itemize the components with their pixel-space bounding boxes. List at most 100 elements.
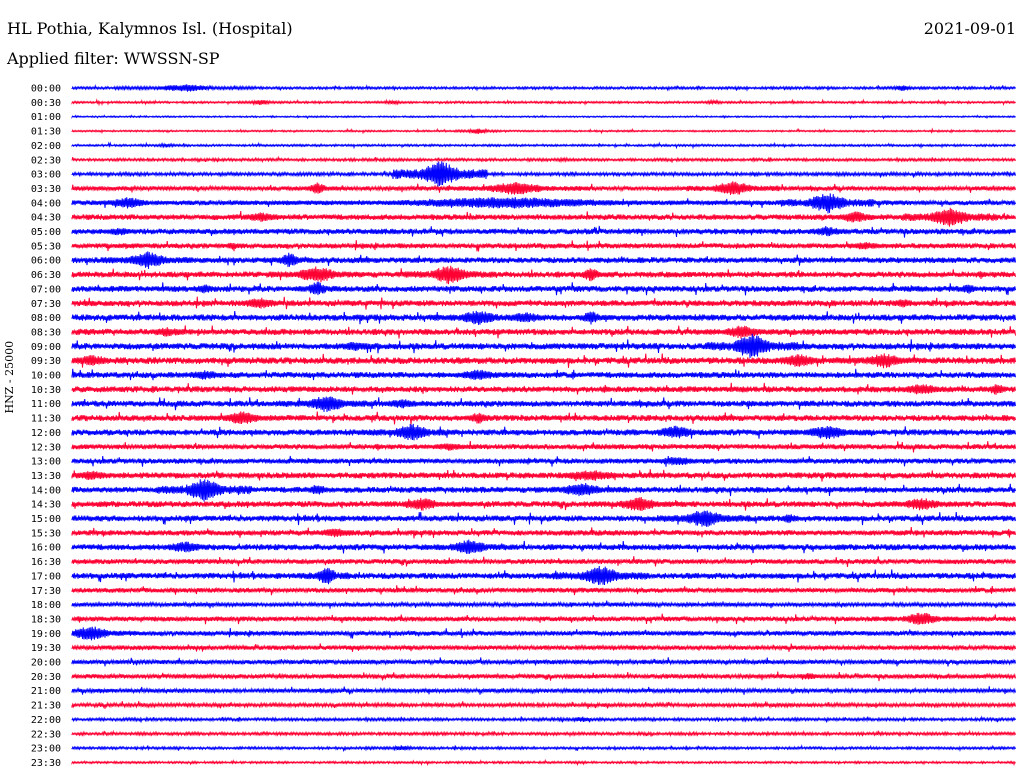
time-tick-label: 02:30 — [31, 155, 61, 166]
time-tick-label: 16:00 — [31, 543, 61, 554]
time-tick-label: 19:30 — [31, 643, 61, 654]
time-tick-label: 03:30 — [31, 184, 61, 195]
trace-line — [71, 566, 1016, 586]
time-tick-label: 07:30 — [31, 299, 61, 310]
time-tick-label: 12:30 — [31, 442, 61, 453]
time-tick-label: 22:30 — [31, 729, 61, 740]
trace-line — [71, 296, 1016, 310]
trace-line — [71, 325, 1016, 339]
time-tick-label: 23:00 — [31, 744, 61, 755]
time-tick-label: 14:00 — [31, 485, 61, 496]
seismic-traces — [71, 84, 1016, 767]
time-tick-label: 01:00 — [31, 112, 61, 123]
trace-line — [71, 225, 1016, 238]
trace-line — [71, 600, 1016, 609]
trace-line — [71, 455, 1016, 467]
time-tick-label: 21:30 — [31, 701, 61, 712]
time-tick-label: 11:00 — [31, 399, 61, 410]
time-tick-label: 06:00 — [31, 256, 61, 267]
time-tick-label: 15:30 — [31, 528, 61, 539]
trace-line — [71, 127, 1016, 135]
time-tick-label: 01:30 — [31, 127, 61, 138]
time-tick-label: 10:30 — [31, 385, 61, 396]
trace-line — [71, 441, 1016, 453]
trace-line — [71, 155, 1016, 164]
time-tick-label: 19:00 — [31, 629, 61, 640]
trace-line — [71, 701, 1016, 709]
trace-line — [71, 193, 1016, 214]
trace-line — [71, 626, 1016, 641]
time-tick-label: 23:30 — [31, 758, 61, 769]
trace-line — [71, 729, 1016, 738]
time-tick-label: 14:30 — [31, 500, 61, 511]
trace-line — [71, 281, 1016, 296]
time-tick-label: 03:00 — [31, 170, 61, 181]
filter-label: Applied filter: WWSSN-SP — [7, 49, 220, 68]
time-tick-label: 18:00 — [31, 600, 61, 611]
time-tick-label: 08:30 — [31, 327, 61, 338]
trace-line — [71, 333, 1016, 359]
trace-line — [71, 556, 1016, 567]
time-tick-label: 09:30 — [31, 356, 61, 367]
trace-line — [71, 744, 1016, 753]
trace-line — [71, 526, 1016, 539]
trace-line — [71, 382, 1016, 395]
time-tick-label: 00:00 — [31, 84, 61, 95]
trace-line — [71, 585, 1016, 596]
time-tick-label: 13:00 — [31, 457, 61, 468]
time-tick-label: 21:00 — [31, 686, 61, 697]
trace-line — [71, 98, 1016, 107]
time-tick-label: 05:00 — [31, 227, 61, 238]
time-tick-label: 20:30 — [31, 672, 61, 683]
trace-line — [71, 479, 1016, 502]
record-date: 2021-09-01 — [923, 19, 1016, 38]
trace-line — [71, 643, 1016, 652]
trace-line — [71, 423, 1016, 441]
time-tick-label: 20:00 — [31, 658, 61, 669]
trace-line — [71, 539, 1016, 554]
time-tick-label: 17:00 — [31, 571, 61, 582]
time-tick-label: 00:30 — [31, 98, 61, 109]
trace-line — [71, 240, 1016, 252]
time-tick-label: 06:30 — [31, 270, 61, 281]
time-tick-label: 11:30 — [31, 414, 61, 425]
time-tick-labels: 00:00 00:30 01:00 01:30 02:00 02:30 03:00 03:30… — [31, 84, 61, 769]
time-tick-label: 07:00 — [31, 284, 61, 295]
time-tick-label: 04:30 — [31, 213, 61, 224]
trace-line — [71, 686, 1016, 695]
time-tick-label: 17:30 — [31, 586, 61, 597]
trace-line — [71, 497, 1016, 511]
trace-line — [71, 368, 1016, 381]
time-tick-label: 22:00 — [31, 715, 61, 726]
trace-line — [71, 310, 1016, 325]
trace-line — [71, 715, 1016, 724]
time-tick-label: 13:30 — [31, 471, 61, 482]
trace-line — [71, 396, 1016, 412]
time-tick-label: 18:30 — [31, 614, 61, 625]
trace-line — [71, 353, 1016, 369]
trace-line — [71, 510, 1016, 527]
trace-line — [71, 758, 1016, 767]
station-title: HL Pothia, Kalymnos Isl. (Hospital) — [7, 19, 293, 38]
trace-line — [71, 84, 1016, 92]
trace-line — [71, 181, 1016, 196]
time-tick-label: 08:00 — [31, 313, 61, 324]
trace-line — [71, 265, 1016, 285]
trace-line — [71, 141, 1016, 150]
trace-line — [71, 114, 1016, 120]
time-tick-label: 12:00 — [31, 428, 61, 439]
time-tick-label: 16:30 — [31, 557, 61, 568]
trace-line — [71, 251, 1016, 269]
time-tick-label: 10:00 — [31, 371, 61, 382]
trace-line — [71, 411, 1016, 425]
trace-line — [71, 612, 1016, 625]
time-tick-label: 09:00 — [31, 342, 61, 353]
trace-line — [71, 161, 1016, 187]
time-tick-label: 05:30 — [31, 241, 61, 252]
trace-line — [71, 207, 1016, 227]
trace-line — [71, 657, 1016, 667]
time-tick-label: 04:00 — [31, 198, 61, 209]
time-tick-label: 02:00 — [31, 141, 61, 152]
trace-line — [71, 469, 1016, 482]
